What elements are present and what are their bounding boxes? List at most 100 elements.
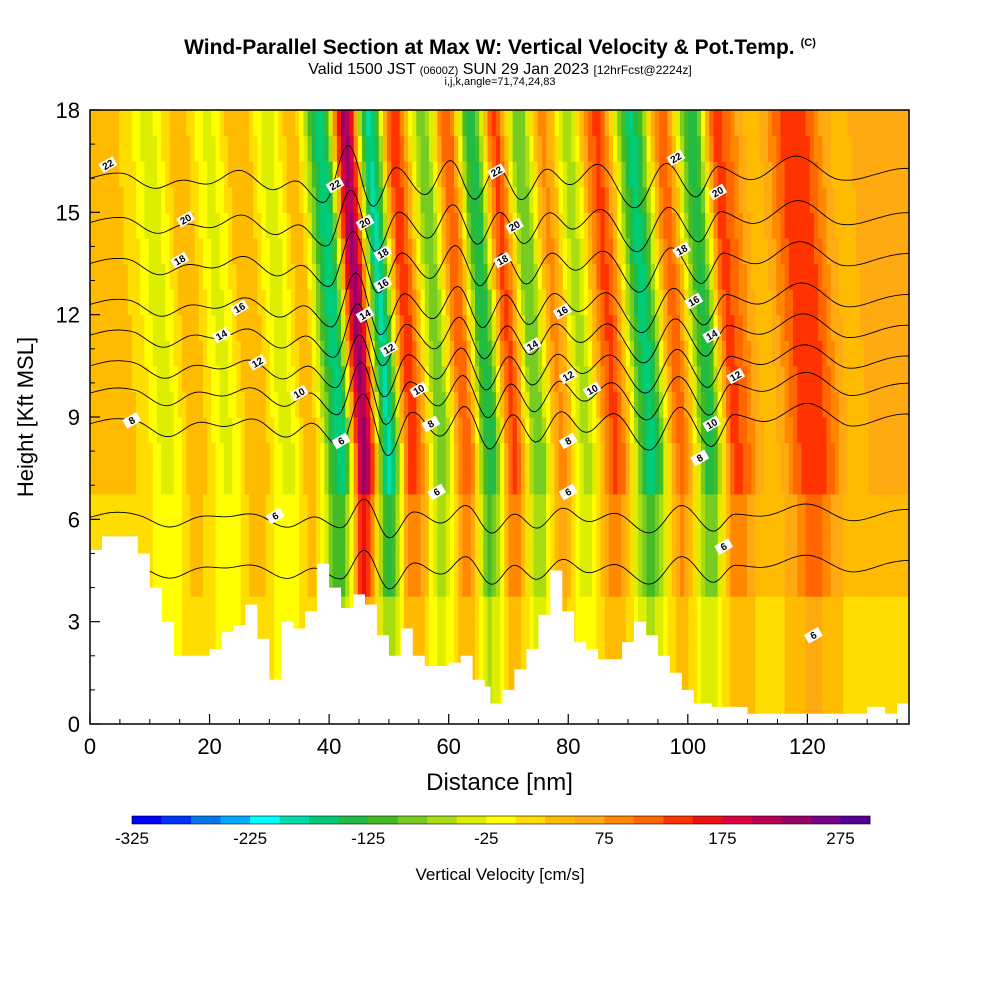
vv-cell	[906, 314, 909, 341]
vv-cell	[629, 570, 635, 597]
vv-cell	[437, 417, 443, 444]
vv-cell	[479, 647, 484, 674]
vv-cell	[123, 314, 129, 341]
vv-cell	[776, 417, 782, 444]
vv-cell	[156, 442, 162, 469]
vv-cell	[575, 493, 581, 520]
vv-cell	[830, 468, 836, 495]
vv-cell	[734, 289, 740, 316]
vv-cell	[621, 621, 627, 648]
vv-cell	[621, 391, 627, 418]
vv-cell	[110, 263, 116, 290]
vv-cell	[562, 314, 568, 341]
vv-cell	[240, 544, 246, 572]
vv-cell	[278, 647, 284, 674]
vv-cell	[508, 186, 514, 213]
vv-cell	[784, 237, 790, 265]
contour-label: 6	[265, 507, 285, 525]
vv-cell	[441, 442, 447, 469]
vv-cell	[253, 570, 258, 597]
vv-cell	[387, 570, 392, 597]
vv-cell	[311, 263, 317, 290]
vv-cell	[102, 212, 108, 239]
vv-cell	[713, 468, 719, 495]
vv-cell	[868, 340, 874, 367]
contour-label: 18	[170, 251, 190, 269]
vv-cell	[466, 391, 472, 418]
vv-cell	[826, 161, 832, 188]
vv-cell	[508, 544, 514, 572]
vv-cell	[110, 289, 116, 316]
vv-cell	[290, 237, 296, 265]
contour-label-bg	[690, 449, 710, 467]
vv-cell	[232, 237, 238, 265]
vv-cell	[813, 417, 819, 444]
vv-cell	[516, 468, 522, 495]
vv-cell	[186, 442, 192, 469]
vv-cell	[801, 186, 807, 213]
vv-cell	[148, 544, 154, 572]
contour-label-bg	[122, 412, 142, 429]
vv-cell	[537, 135, 543, 162]
vv-cell	[872, 237, 878, 265]
vv-cell	[529, 519, 535, 546]
vv-cell	[441, 417, 447, 444]
vv-cell	[625, 621, 631, 648]
vv-cell	[834, 212, 840, 239]
vv-cell	[788, 442, 794, 469]
vv-cell	[521, 289, 526, 316]
vv-cell	[290, 468, 296, 495]
vv-cell	[885, 365, 890, 393]
vv-cell	[119, 289, 125, 316]
vv-cell	[592, 621, 597, 648]
vv-cell	[161, 570, 166, 597]
vv-cell	[437, 442, 443, 469]
vv-cell	[257, 391, 263, 418]
vv-cell	[219, 135, 225, 162]
contour-label: 22	[487, 163, 506, 180]
vv-cell	[730, 647, 736, 674]
vv-cell	[232, 544, 238, 572]
vv-cell	[119, 493, 125, 520]
vv-cell	[839, 698, 844, 724]
vv-cell	[734, 135, 740, 162]
vv-cell	[521, 186, 526, 213]
vv-cell	[408, 186, 413, 213]
vv-cell	[307, 391, 313, 418]
vv-cell	[332, 493, 338, 520]
vv-cell	[328, 289, 334, 316]
vv-cell	[839, 570, 844, 597]
vv-cell	[575, 314, 581, 341]
vv-cell	[173, 621, 179, 648]
vv-cell	[249, 340, 254, 367]
vv-cell	[194, 621, 200, 648]
vv-cell	[780, 672, 786, 700]
vv-cell	[872, 289, 878, 316]
vv-cell	[583, 237, 589, 265]
vv-cell	[847, 621, 853, 648]
vv-cell	[282, 212, 288, 239]
vv-cell	[742, 314, 748, 341]
vv-cell	[755, 212, 761, 239]
vv-cell	[667, 391, 673, 418]
vv-cell	[207, 135, 212, 162]
vv-cell	[374, 621, 380, 648]
vv-cell	[872, 468, 878, 495]
vv-cell	[847, 570, 853, 597]
vv-cell	[136, 365, 141, 393]
vv-cell	[479, 468, 484, 495]
vv-cell	[583, 596, 589, 623]
vv-cell	[148, 161, 154, 188]
vv-cell	[809, 237, 815, 265]
vv-cell	[617, 442, 623, 469]
vv-cell	[504, 314, 510, 341]
vv-cell	[412, 186, 417, 213]
vv-cell	[470, 519, 476, 546]
vv-cell	[880, 365, 886, 393]
vv-cell	[746, 621, 752, 648]
vv-cell	[441, 263, 447, 290]
vv-cell	[901, 365, 907, 393]
vv-cell	[654, 314, 660, 341]
vv-cell	[717, 596, 723, 623]
vv-cell	[504, 365, 510, 393]
